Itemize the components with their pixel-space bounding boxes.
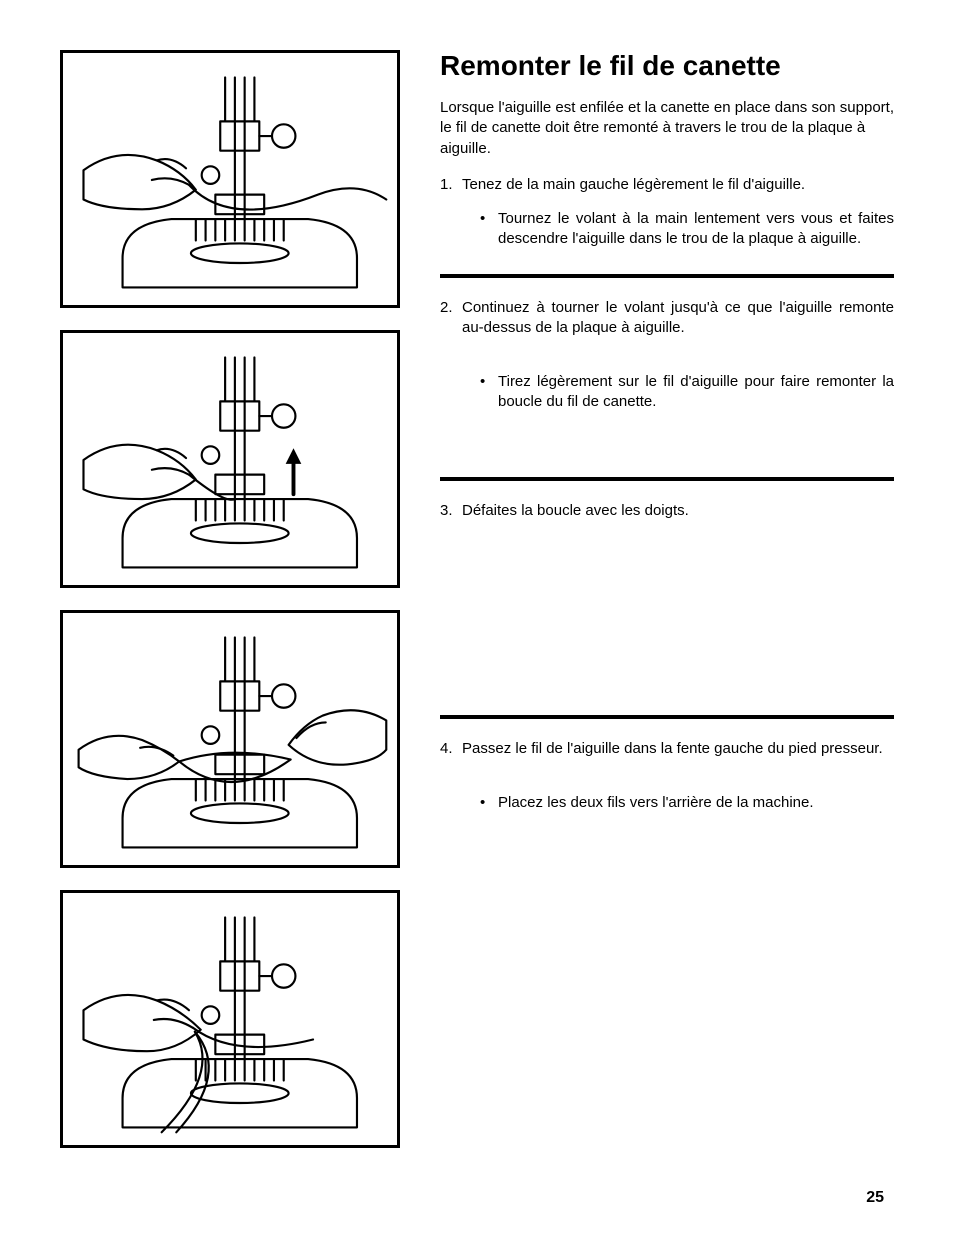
sewing-machine-illustration-1-icon	[63, 53, 397, 305]
figure-step-1	[60, 50, 400, 308]
text-column: Remonter le fil de canette Lorsque l'aig…	[440, 50, 894, 1205]
intro-paragraph: Lorsque l'aiguille est enfilée et la can…	[440, 98, 894, 159]
figure-step-4	[60, 890, 400, 1148]
step-text: Continuez à tourner le volant jusqu'à ce…	[462, 298, 894, 339]
divider	[440, 715, 894, 719]
two-column-layout: Remonter le fil de canette Lorsque l'aig…	[60, 50, 894, 1205]
bullet-icon: •	[480, 209, 498, 250]
figure-step-3	[60, 610, 400, 868]
sewing-machine-illustration-3-icon	[63, 613, 397, 865]
sewing-machine-illustration-2-icon	[63, 333, 397, 585]
page-number: 25	[866, 1189, 884, 1207]
step-4-sub: • Placez les deux fils vers l'arrière de…	[480, 793, 894, 813]
step-3: 3. Défaites la boucle avec les doigts.	[440, 501, 894, 521]
step-number: 2.	[440, 298, 462, 339]
step-1-sub: • Tournez le volant à la main lentement …	[480, 209, 894, 250]
figure-step-2	[60, 330, 400, 588]
divider	[440, 477, 894, 481]
figures-column	[60, 50, 410, 1205]
step-number: 1.	[440, 175, 462, 195]
section-title: Remonter le fil de canette	[440, 50, 894, 82]
step-number: 3.	[440, 501, 462, 521]
sub-text: Tournez le volant à la main lentement ve…	[498, 209, 894, 250]
step-text: Défaites la boucle avec les doigts.	[462, 501, 894, 521]
bullet-icon: •	[480, 372, 498, 413]
step-1: 1. Tenez de la main gauche légèrement le…	[440, 175, 894, 195]
sub-text: Placez les deux fils vers l'arrière de l…	[498, 793, 894, 813]
step-2-sub: • Tirez légèrement sur le fil d'aiguille…	[480, 372, 894, 413]
step-text: Passez le fil de l'aiguille dans la fent…	[462, 739, 894, 759]
manual-page: Remonter le fil de canette Lorsque l'aig…	[0, 0, 954, 1235]
step-text: Tenez de la main gauche légèrement le fi…	[462, 175, 894, 195]
step-number: 4.	[440, 739, 462, 759]
step-4: 4. Passez le fil de l'aiguille dans la f…	[440, 739, 894, 759]
sub-text: Tirez légèrement sur le fil d'aiguille p…	[498, 372, 894, 413]
divider	[440, 274, 894, 278]
sewing-machine-illustration-4-icon	[63, 893, 397, 1145]
step-2: 2. Continuez à tourner le volant jusqu'à…	[440, 298, 894, 339]
bullet-icon: •	[480, 793, 498, 813]
